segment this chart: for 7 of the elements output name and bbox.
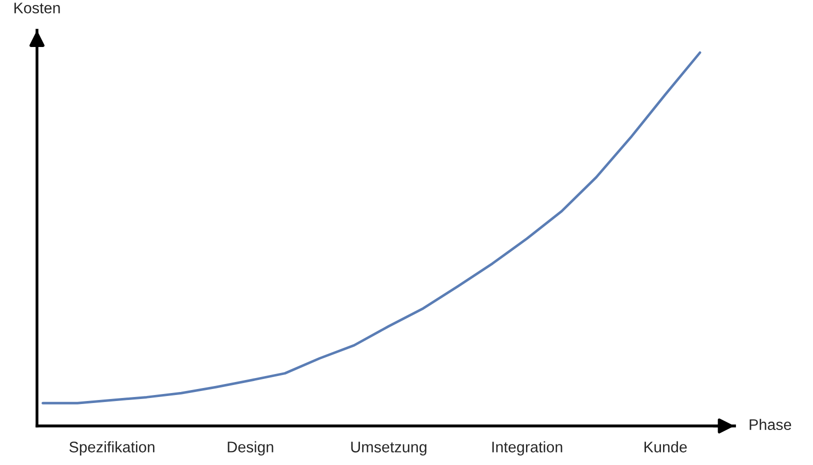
x-tick-label: Spezifikation xyxy=(69,441,154,456)
x-tick-label: Design xyxy=(228,441,274,456)
x-tick-label: Umsetzung xyxy=(351,442,426,456)
x-tick-label: Kunde xyxy=(644,441,687,452)
x-axis-title: Phase xyxy=(750,418,792,430)
y-axis-title: Kosten xyxy=(14,2,60,14)
x-tick-label: Integration xyxy=(492,441,562,456)
